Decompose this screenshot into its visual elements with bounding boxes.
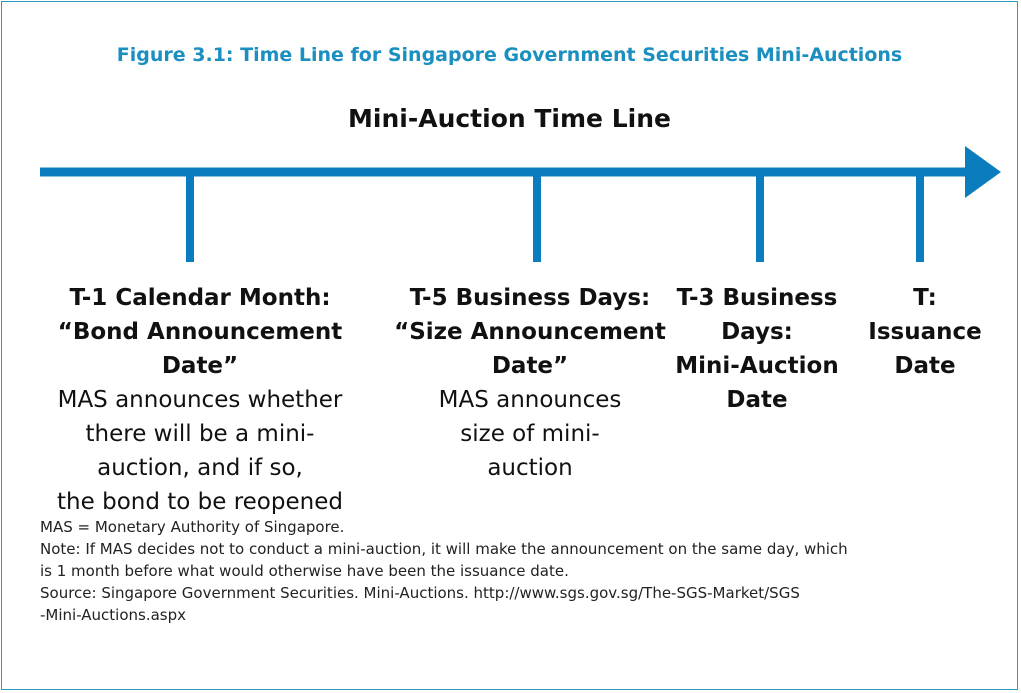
milestone: T-3 Business Days: Mini-Auction Date	[592, 281, 922, 417]
milestone-heading: Date”	[491, 353, 569, 379]
timeline-title: Mini-Auction Time Line	[348, 104, 671, 133]
milestone: T: Issuance Date	[760, 281, 1021, 383]
milestone-heading: Date	[894, 353, 956, 379]
milestone-heading: T-1 Calendar Month:	[69, 285, 331, 311]
milestone-heading: Date	[726, 387, 788, 413]
timeline-arrowhead	[965, 146, 1001, 198]
milestone-heading: “Bond Announcement	[57, 319, 343, 345]
milestone-description: the bond to be reopened	[57, 489, 343, 515]
note-line: Source: Singapore Government Securities.…	[40, 584, 800, 602]
figure-title: Figure 3.1: Time Line for Singapore Gove…	[116, 44, 903, 66]
milestone-description: there will be a mini-	[85, 421, 315, 447]
milestone-heading: T-5 Business Days:	[409, 285, 651, 311]
note-line: is 1 month before what would otherwise h…	[40, 562, 569, 580]
milestone: T-5 Business Days: “Size Announcement Date…	[365, 281, 695, 485]
milestone-description: MAS announces whether	[57, 387, 343, 413]
milestone-description: MAS announces	[438, 387, 622, 413]
milestone-heading: “Size Announcement	[394, 319, 666, 345]
milestone-heading: Mini-Auction	[675, 353, 839, 379]
milestone-heading: T:	[913, 285, 937, 311]
milestone-description: size of mini-	[460, 421, 600, 447]
milestone-heading: Days:	[721, 319, 793, 345]
notes: MAS = Monetary Authority of Singapore. No…	[40, 516, 848, 626]
milestone-description: auction	[487, 455, 573, 481]
milestone: T-1 Calendar Month: “Bond Announcement Dat…	[35, 281, 365, 519]
milestone-heading: Date”	[161, 353, 239, 379]
note-line: -Mini-Auctions.aspx	[40, 606, 187, 624]
milestone-description: auction, and if so,	[97, 455, 303, 481]
note-line: MAS = Monetary Authority of Singapore.	[40, 518, 345, 536]
timeline	[40, 146, 1001, 262]
milestone-heading: T-3 Business	[676, 285, 838, 311]
note-line: Note: If MAS decides not to conduct a mi…	[40, 540, 848, 558]
milestone-heading: Issuance	[868, 319, 982, 345]
